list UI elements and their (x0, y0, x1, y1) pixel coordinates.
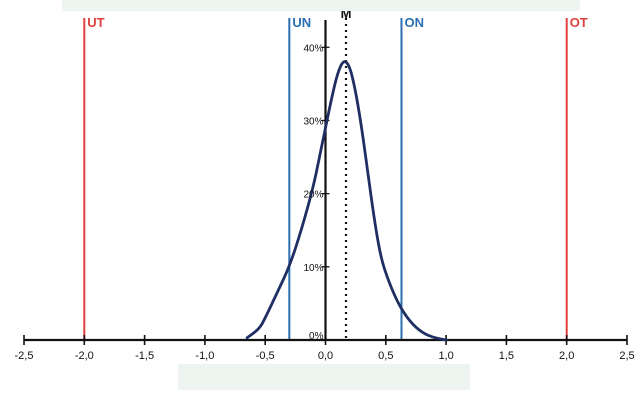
x-tick-label: 0,5 (378, 350, 393, 362)
series-layer (245, 60, 448, 342)
x-tick-label: -1,0 (195, 350, 214, 362)
reference-line-label-on: ON (404, 15, 424, 30)
y-tick-label: 30% (303, 116, 323, 127)
reference-line-label-ut: UT (87, 15, 104, 30)
x-tick-label: -1,5 (135, 350, 154, 362)
reference-line-label-un: UN (292, 15, 311, 30)
x-tick-label: 0,0 (318, 350, 333, 362)
labels-layer: UT UN M ON OT -2,5 -2,0 -1,5 -1,0 -0,5 0,0 0,5 1,0 1,… (15, 6, 635, 362)
reference-line-label-ot: OT (570, 15, 588, 30)
x-tick-label: 2,0 (559, 350, 574, 362)
x-tick-label: 1,0 (438, 350, 453, 362)
y-tick-label: 20% (303, 190, 323, 201)
x-tick-label: -0,5 (256, 350, 275, 362)
x-tick-label: 1,5 (499, 350, 514, 362)
top-highlight-band (62, 0, 580, 11)
distribution-curve (245, 60, 448, 342)
y-tick-label: 0% (309, 331, 324, 342)
x-tick-label: 2,5 (619, 350, 634, 362)
bottom-highlight-band (178, 364, 470, 390)
x-tick-label: -2,0 (75, 350, 94, 362)
y-tick-label: 10% (303, 263, 323, 274)
x-tick-label: -2,5 (15, 350, 34, 362)
axes-layer (23, 20, 628, 345)
reference-line-label-m: M (341, 6, 352, 21)
reference-lines-layer (83, 18, 568, 340)
y-tick-label: 40% (303, 43, 323, 54)
